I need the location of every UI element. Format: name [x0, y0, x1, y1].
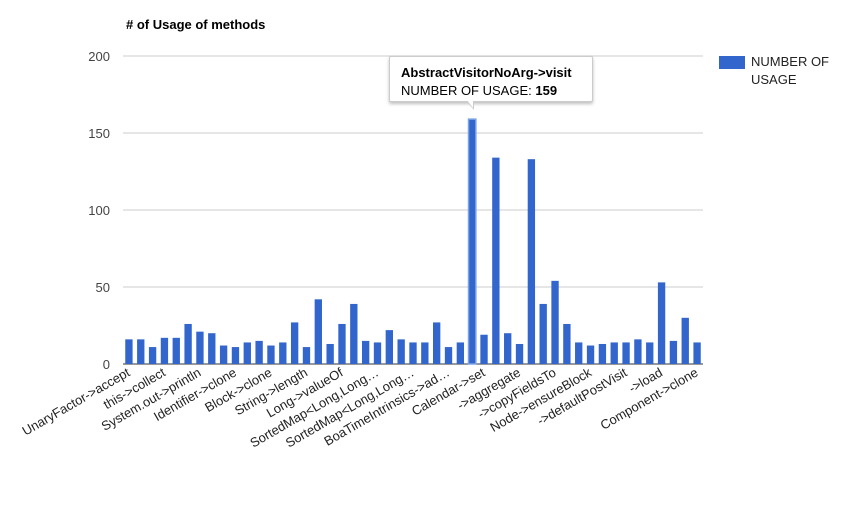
legend-label-line2: USAGE — [751, 72, 797, 87]
bar[interactable] — [255, 340, 263, 364]
bar-tooltip: AbstractVisitorNoArg->visit NUMBER OF US… — [389, 56, 593, 110]
bar[interactable] — [208, 333, 216, 364]
chart-title: # of Usage of methods — [126, 17, 265, 32]
bar[interactable] — [563, 323, 571, 364]
bar[interactable] — [350, 303, 358, 364]
bar[interactable] — [279, 342, 287, 364]
bar[interactable] — [385, 330, 393, 364]
bar[interactable] — [433, 322, 441, 364]
legend[interactable]: NUMBER OF USAGE — [719, 54, 829, 87]
bar[interactable] — [539, 303, 547, 364]
bar[interactable] — [137, 339, 145, 364]
bar[interactable] — [125, 339, 133, 364]
bar[interactable] — [148, 347, 157, 364]
bar[interactable] — [646, 342, 654, 364]
bar[interactable] — [421, 342, 429, 364]
bar[interactable] — [314, 299, 322, 364]
bar[interactable] — [338, 323, 346, 364]
bar[interactable] — [681, 317, 689, 364]
bar[interactable] — [551, 280, 559, 364]
bar[interactable] — [575, 342, 583, 364]
bars[interactable] — [125, 118, 701, 365]
bar[interactable] — [267, 345, 275, 364]
bar[interactable] — [172, 337, 180, 364]
bar[interactable] — [361, 340, 370, 364]
bar[interactable] — [219, 345, 228, 364]
y-tick-label: 100 — [88, 203, 110, 218]
bar[interactable] — [610, 342, 618, 364]
bar[interactable] — [160, 337, 169, 364]
bar[interactable] — [196, 331, 204, 364]
bar[interactable] — [693, 342, 701, 364]
bar[interactable] — [184, 323, 192, 364]
bar[interactable] — [326, 343, 334, 364]
bar[interactable] — [657, 282, 666, 364]
y-tick-label: 0 — [103, 357, 110, 372]
bar[interactable] — [231, 347, 240, 364]
bar[interactable] — [456, 342, 465, 364]
y-tick-label: 50 — [96, 280, 110, 295]
bar[interactable] — [527, 159, 536, 364]
bar[interactable] — [598, 343, 607, 364]
legend-swatch — [719, 56, 745, 69]
bar[interactable] — [504, 333, 512, 364]
tooltip-value: 159 — [535, 83, 558, 98]
tooltip-title: AbstractVisitorNoArg->visit — [401, 65, 572, 80]
bar[interactable] — [302, 347, 311, 364]
bar[interactable] — [669, 340, 678, 364]
gridlines — [123, 55, 703, 365]
tooltip-line: NUMBER OF USAGE: 159 — [401, 83, 558, 98]
bar[interactable] — [397, 339, 405, 364]
tooltip-series-label: NUMBER OF USAGE — [401, 83, 529, 98]
bar[interactable] — [492, 157, 500, 364]
bar[interactable] — [373, 342, 382, 364]
bar[interactable] — [515, 343, 524, 364]
bar[interactable] — [480, 334, 488, 364]
bar[interactable] — [634, 339, 642, 364]
bar[interactable] — [622, 342, 630, 364]
bar[interactable] — [444, 347, 453, 364]
y-axis-ticks: 0 50 100 150 200 — [88, 49, 110, 372]
bar[interactable] — [243, 342, 251, 364]
bar[interactable] — [586, 345, 595, 364]
bar[interactable] — [409, 342, 417, 364]
y-tick-label: 150 — [88, 126, 110, 141]
y-tick-label: 200 — [88, 49, 110, 64]
legend-label-line1: NUMBER OF — [751, 54, 829, 69]
bar[interactable] — [290, 322, 299, 364]
bar[interactable] — [467, 118, 477, 365]
x-axis-ticks: UnaryFactor->acceptthis->collectSystem.o… — [19, 364, 700, 450]
